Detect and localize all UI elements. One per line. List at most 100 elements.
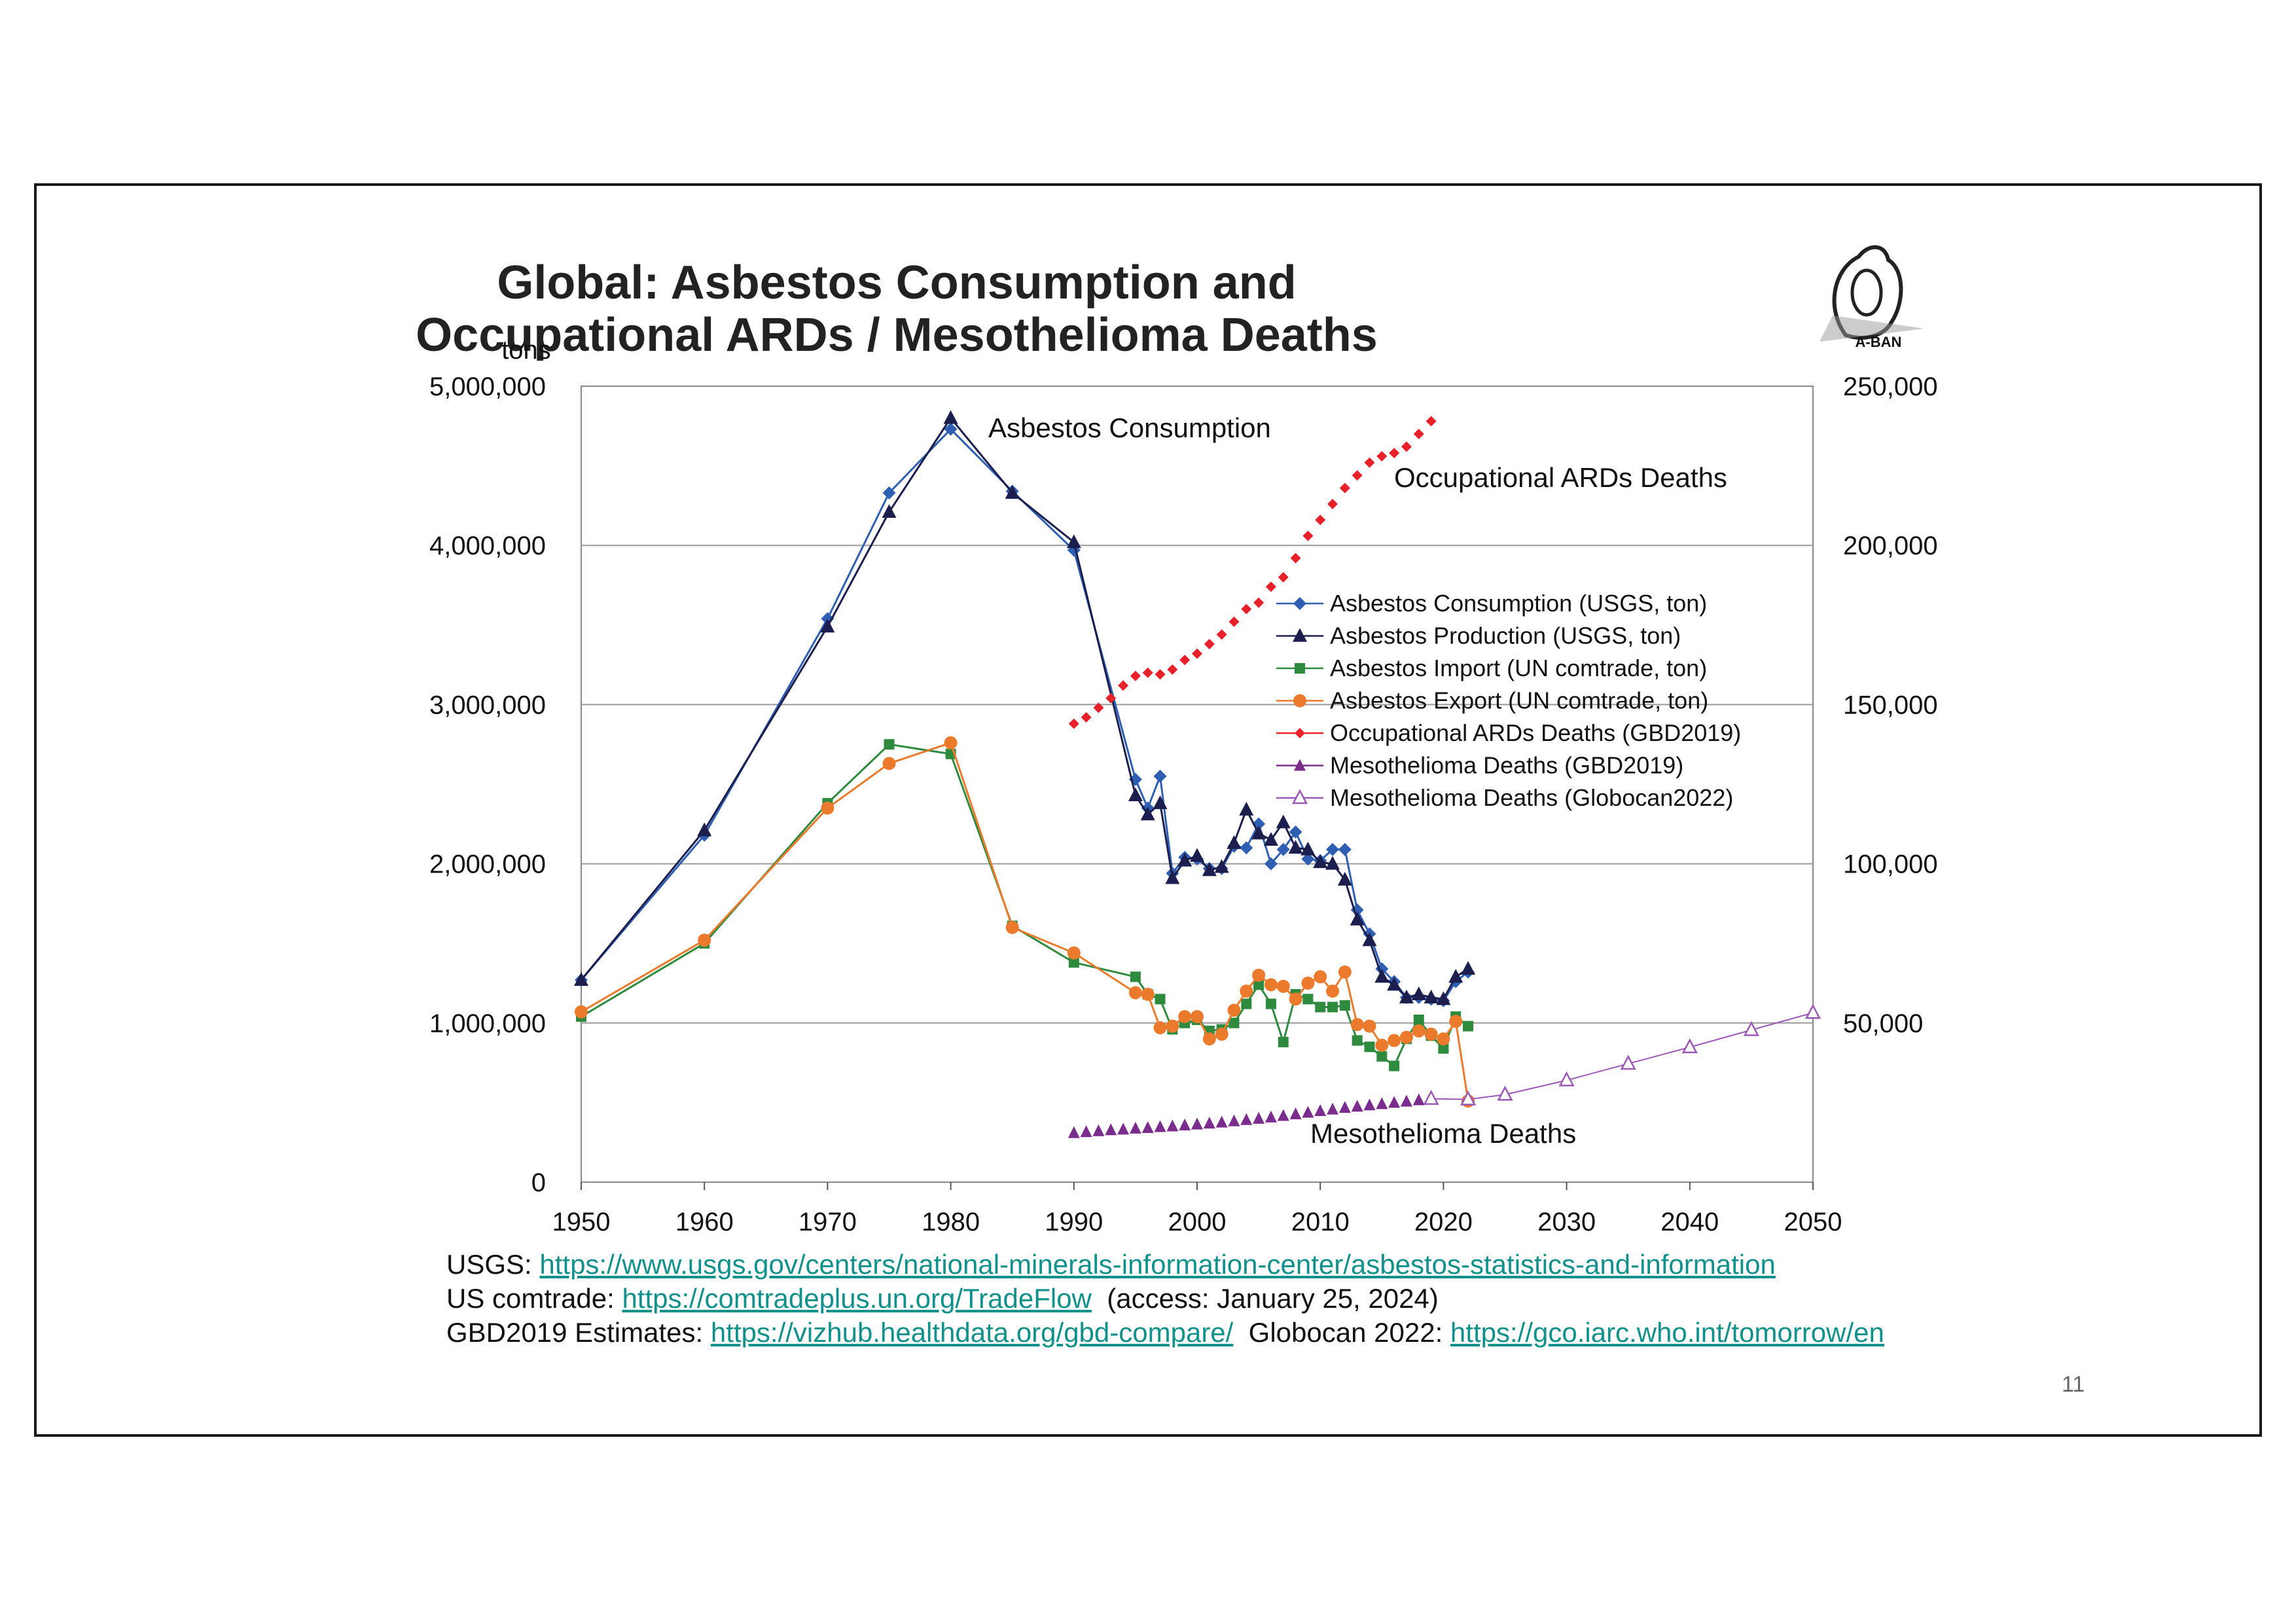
data-point bbox=[1203, 1117, 1215, 1129]
data-point bbox=[1364, 1041, 1375, 1053]
data-point bbox=[1141, 1121, 1154, 1133]
axes: 0 1,000,000 2,000,000 3,000,000 4,000,000 5,0… bbox=[429, 372, 1938, 1236]
data-point bbox=[1362, 932, 1377, 947]
data-point bbox=[1388, 1034, 1401, 1047]
data-point bbox=[1276, 814, 1291, 829]
data-point bbox=[1363, 1019, 1376, 1033]
data-point bbox=[1804, 1003, 1821, 1019]
source-line-usgs: USGS: https://www.usgs.gov/centers/natio… bbox=[446, 1248, 1884, 1282]
y-right-tick-label: 100,000 bbox=[1843, 850, 1938, 879]
data-point bbox=[1376, 1051, 1388, 1062]
data-point bbox=[882, 504, 897, 518]
legend-marker bbox=[1293, 628, 1307, 642]
data-point bbox=[820, 619, 835, 633]
data-point bbox=[1327, 498, 1338, 509]
data-point bbox=[1277, 1109, 1289, 1121]
data-point bbox=[1388, 1096, 1401, 1108]
data-point bbox=[1301, 852, 1315, 866]
data-point bbox=[1241, 604, 1252, 615]
data-point bbox=[1363, 1098, 1376, 1111]
chart-title-line1: Global: Asbestos Consumption and bbox=[497, 257, 1296, 309]
legend-marker bbox=[1294, 759, 1306, 771]
page-number: 11 bbox=[2062, 1372, 2085, 1397]
data-point bbox=[1177, 852, 1193, 867]
data-point bbox=[1129, 1121, 1141, 1134]
series-3 bbox=[575, 736, 1475, 1108]
gbd-link[interactable]: https://vizhub.healthdata.org/gbd-compar… bbox=[710, 1317, 1234, 1348]
data-point bbox=[1278, 571, 1289, 583]
data-point bbox=[943, 410, 958, 424]
data-point bbox=[1302, 1106, 1314, 1118]
legend-entry: Occupational ARDs Deaths (GBD2019) bbox=[1330, 719, 1741, 746]
data-point bbox=[1338, 965, 1352, 979]
data-point bbox=[1264, 978, 1278, 992]
data-point bbox=[1081, 712, 1092, 723]
data-point bbox=[1192, 648, 1202, 659]
globocan-link[interactable]: https://gco.iarc.who.int/tomorrow/en bbox=[1450, 1317, 1884, 1348]
data-point bbox=[1351, 1100, 1363, 1112]
data-point bbox=[1229, 1017, 1240, 1028]
data-point bbox=[1166, 1119, 1179, 1132]
y-left-tick-label: 3,000,000 bbox=[429, 691, 546, 719]
data-point bbox=[1426, 416, 1437, 427]
x-tick-label: 2050 bbox=[1784, 1208, 1842, 1236]
data-point bbox=[1118, 680, 1129, 691]
x-tick-label: 2040 bbox=[1660, 1208, 1719, 1236]
data-point bbox=[1376, 451, 1388, 462]
data-point bbox=[1179, 1118, 1191, 1130]
source-line-gbd: GBD2019 Estimates: https://vizhub.health… bbox=[446, 1316, 1884, 1350]
data-point bbox=[1141, 988, 1155, 1001]
data-point bbox=[697, 822, 712, 837]
data-point bbox=[698, 933, 711, 947]
data-point bbox=[1153, 769, 1167, 783]
data-point bbox=[1449, 1015, 1463, 1028]
data-point bbox=[1105, 1123, 1117, 1136]
data-point bbox=[1681, 1038, 1698, 1054]
data-point bbox=[1289, 992, 1302, 1006]
data-point bbox=[1215, 1115, 1228, 1128]
data-point bbox=[1253, 1111, 1265, 1124]
annotations: Asbestos Consumption Occupational ARDs De… bbox=[988, 412, 1727, 1149]
data-point bbox=[1166, 1019, 1179, 1033]
source-label: USGS: bbox=[446, 1249, 540, 1280]
legend: Asbestos Consumption (USGS, ton) Asbestos… bbox=[1276, 590, 1741, 811]
data-point bbox=[1350, 1018, 1364, 1032]
data-point bbox=[1412, 1093, 1425, 1106]
annotation-label: Occupational ARDs Deaths bbox=[1394, 462, 1727, 493]
x-tick-label: 1960 bbox=[675, 1208, 734, 1236]
data-point bbox=[1375, 1038, 1389, 1052]
data-point bbox=[1202, 1032, 1216, 1046]
data-point bbox=[1128, 787, 1143, 802]
data-point bbox=[1240, 984, 1253, 998]
data-point bbox=[1276, 979, 1290, 993]
sources-block: USGS: https://www.usgs.gov/centers/natio… bbox=[446, 1248, 1884, 1350]
comtrade-link[interactable]: https://comtradeplus.un.org/TradeFlow bbox=[622, 1283, 1092, 1314]
series-6 bbox=[1423, 1003, 1821, 1106]
data-point bbox=[1620, 1055, 1636, 1070]
data-point bbox=[1413, 1014, 1424, 1025]
legend-marker bbox=[1291, 789, 1308, 804]
data-point bbox=[1315, 1001, 1326, 1013]
data-point bbox=[1202, 862, 1217, 876]
data-point bbox=[1743, 1020, 1759, 1036]
data-point bbox=[1463, 1020, 1474, 1032]
data-point bbox=[1068, 957, 1079, 968]
legend-entry: Asbestos Consumption (USGS, ton) bbox=[1330, 590, 1707, 617]
source-label: US comtrade: bbox=[446, 1283, 622, 1314]
data-point bbox=[1155, 994, 1166, 1005]
data-point bbox=[1178, 1010, 1192, 1024]
data-point bbox=[1339, 482, 1350, 494]
data-point bbox=[1068, 718, 1079, 729]
annotation-label: Mesothelioma Deaths bbox=[1310, 1118, 1576, 1149]
y-right-tick-label: 150,000 bbox=[1843, 691, 1938, 719]
series-1 bbox=[574, 410, 1476, 1005]
x-tick-label: 2020 bbox=[1414, 1208, 1473, 1236]
data-point bbox=[882, 757, 896, 770]
data-point bbox=[1497, 1085, 1513, 1101]
data-point bbox=[1239, 801, 1254, 816]
usgs-link[interactable]: https://www.usgs.gov/centers/national-mi… bbox=[539, 1249, 1776, 1280]
series-0 bbox=[575, 422, 1475, 1007]
data-point bbox=[1313, 854, 1328, 869]
data-point bbox=[1300, 841, 1316, 856]
